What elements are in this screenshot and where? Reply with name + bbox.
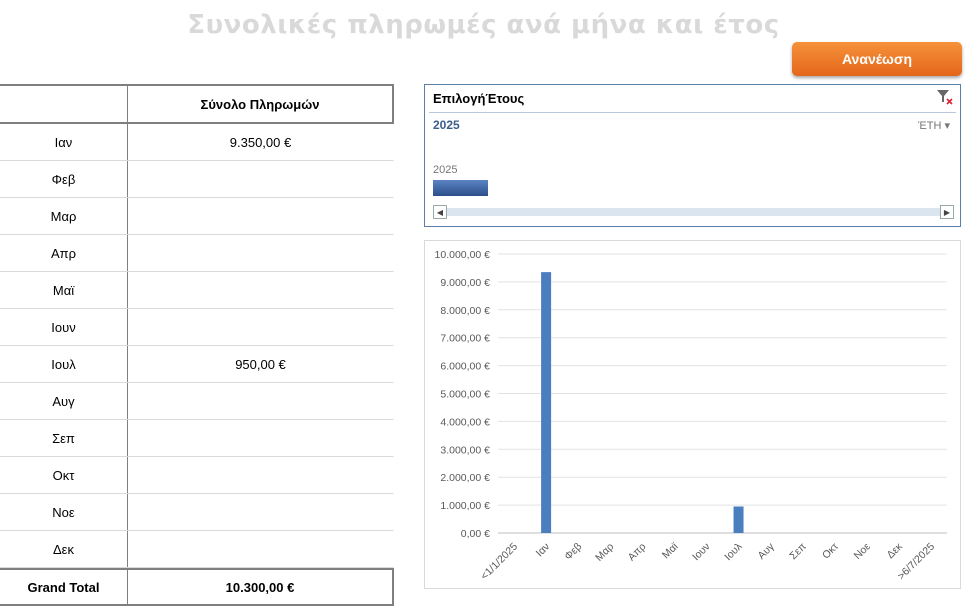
x-tick-label: Οκτ — [820, 540, 842, 562]
grand-total-label: Grand Total — [0, 570, 128, 604]
x-tick-label: Απρ — [626, 541, 649, 564]
scroll-track[interactable] — [447, 208, 940, 216]
table-row: Ιουν — [0, 309, 394, 346]
payments-chart: 0,00 € 1.000,00 € 2.000,00 € 3.000,00 € 4.00… — [424, 240, 961, 589]
refresh-button[interactable]: Ανανέωση — [792, 42, 962, 76]
scroll-left-icon[interactable]: ◀ — [433, 205, 447, 219]
year-slicer[interactable]: ΕπιλογήΈτους 2025 ΈΤΗ ▾ 2025 ◀ ▶ — [424, 84, 961, 227]
timeline-year-label: 2025 — [433, 164, 458, 176]
value-cell — [128, 235, 393, 271]
y-tick-label: 7.000,00 € — [440, 333, 490, 345]
month-cell: Φεβ — [0, 161, 128, 197]
month-cell: Νοε — [0, 494, 128, 530]
x-tick-label: Ιουλ — [722, 540, 745, 563]
x-tick-label: Φεβ — [562, 541, 584, 563]
month-cell: Ιαν — [0, 124, 128, 160]
header-total-payments[interactable]: Σύνολο Πληρωμών — [200, 96, 320, 112]
value-cell — [128, 531, 393, 567]
bar[interactable] — [733, 506, 744, 533]
month-cell: Οκτ — [0, 457, 128, 493]
table-row: Νοε — [0, 494, 394, 531]
header-month — [0, 86, 128, 122]
grand-total-row: Grand Total 10.300,00 € — [0, 568, 394, 606]
value-cell — [128, 309, 393, 345]
value-cell — [128, 494, 393, 530]
y-tick-label: 10.000,00 € — [435, 249, 491, 261]
month-cell: Αυγ — [0, 383, 128, 419]
month-cell: Ιουλ — [0, 346, 128, 382]
x-tick-label: Μαϊ — [660, 540, 681, 561]
x-tick-label: Ιαν — [534, 541, 553, 560]
y-tick-label: 9.000,00 € — [440, 277, 490, 289]
table-row: Απρ — [0, 235, 394, 272]
timeline-year-bar[interactable] — [433, 180, 488, 196]
time-level-dropdown[interactable]: ΈΤΗ ▾ — [918, 119, 950, 132]
selected-period: 2025 — [433, 118, 460, 132]
chart-canvas: 0,00 € 1.000,00 € 2.000,00 € 3.000,00 € 4.00… — [435, 249, 947, 583]
month-cell: Μαρ — [0, 198, 128, 234]
value-cell — [128, 198, 393, 234]
value-cell: 9.350,00 € — [229, 134, 292, 150]
table-row: Μαϊ — [0, 272, 394, 309]
time-level-label: ΈΤΗ — [918, 120, 942, 132]
value-cell — [128, 272, 393, 308]
y-tick-label: 6.000,00 € — [440, 361, 490, 373]
x-tick-label: Δεκ — [885, 540, 906, 561]
table-row: Ιουλ 950,00 € — [0, 346, 394, 383]
page-title: Συνολικές πληρωμές ανά μήνα και έτος — [187, 10, 780, 40]
value-cell — [128, 383, 393, 419]
x-tick-label: Νοε — [852, 540, 874, 562]
table-row: Αυγ — [0, 383, 394, 420]
y-tick-label: 4.000,00 € — [440, 416, 490, 428]
table-row: Οκτ — [0, 457, 394, 494]
table-row: Φεβ — [0, 161, 394, 198]
clear-filter-icon[interactable] — [936, 89, 954, 105]
y-tick-label: 0,00 € — [461, 528, 490, 540]
month-cell: Μαϊ — [0, 272, 128, 308]
value-cell — [128, 420, 393, 456]
x-tick-label: <1/1/2025 — [478, 541, 520, 583]
y-tick-label: 1.000,00 € — [440, 500, 490, 512]
table-row: Σεπ — [0, 420, 394, 457]
month-cell: Δεκ — [0, 531, 128, 567]
table-row: Ιαν 9.350,00 € — [0, 124, 394, 161]
table-row: Δεκ — [0, 531, 394, 568]
y-tick-label: 3.000,00 € — [440, 444, 490, 456]
table-header: Σύνολο Πληρωμών — [0, 84, 394, 124]
y-tick-label: 8.000,00 € — [440, 305, 490, 317]
grand-total-value: 10.300,00 € — [225, 579, 295, 595]
y-tick-label: 2.000,00 € — [440, 472, 490, 484]
y-tick-label: 5.000,00 € — [440, 389, 490, 401]
x-tick-label: Αυγ — [756, 540, 778, 562]
payments-table: Σύνολο Πληρωμών Ιαν 9.350,00 € Φεβ Μαρ Απρ Μα… — [0, 84, 394, 606]
x-tick-label: Μαρ — [593, 541, 616, 564]
chevron-down-icon: ▾ — [944, 120, 950, 132]
timeline-scrollbar[interactable]: ◀ ▶ — [433, 205, 954, 219]
value-cell — [128, 457, 393, 493]
value-cell — [128, 161, 393, 197]
month-cell: Απρ — [0, 235, 128, 271]
slicer-title: ΕπιλογήΈτους — [433, 91, 525, 106]
bar[interactable] — [541, 272, 552, 533]
x-tick-label: Σεπ — [787, 541, 809, 563]
value-cell: 950,00 € — [235, 356, 286, 372]
scroll-right-icon[interactable]: ▶ — [940, 205, 954, 219]
month-cell: Ιουν — [0, 309, 128, 345]
slicer-divider — [429, 112, 956, 113]
table-row: Μαρ — [0, 198, 394, 235]
month-cell: Σεπ — [0, 420, 128, 456]
x-tick-label: Ιουν — [690, 541, 712, 563]
